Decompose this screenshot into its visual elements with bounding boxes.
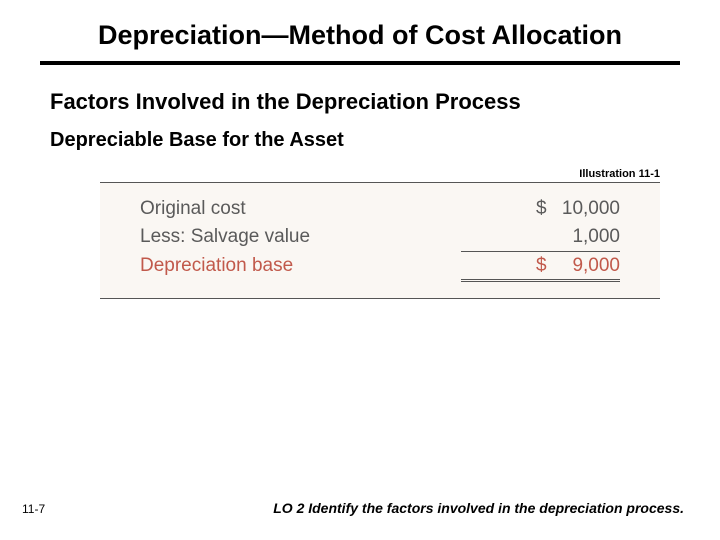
depreciation-base-table: Original cost $10,000 Less: Salvage valu…: [140, 195, 620, 282]
table-row: Original cost $10,000: [140, 195, 620, 223]
row-value: $9,000: [461, 252, 620, 281]
row-label: Less: Salvage value: [140, 223, 461, 252]
row-label: Depreciation base: [140, 252, 461, 281]
row-value: $10,000: [461, 195, 620, 223]
table-row: Depreciation base $9,000: [140, 252, 620, 281]
slide: Depreciation—Method of Cost Allocation F…: [0, 0, 720, 540]
section-subtitle: Factors Involved in the Depreciation Pro…: [50, 89, 680, 115]
row-value: 1,000: [461, 223, 620, 252]
row-label: Original cost: [140, 195, 461, 223]
learning-objective-footer: LO 2 Identify the factors involved in th…: [273, 500, 684, 516]
title-rule: [40, 61, 680, 65]
subheading: Depreciable Base for the Asset: [50, 129, 680, 152]
slide-title: Depreciation—Method of Cost Allocation: [40, 20, 680, 61]
page-number: 11-7: [22, 502, 45, 516]
calculation-table: Original cost $10,000 Less: Salvage valu…: [100, 182, 660, 299]
table-row: Less: Salvage value 1,000: [140, 223, 620, 252]
illustration-label: Illustration 11-1: [40, 168, 660, 180]
